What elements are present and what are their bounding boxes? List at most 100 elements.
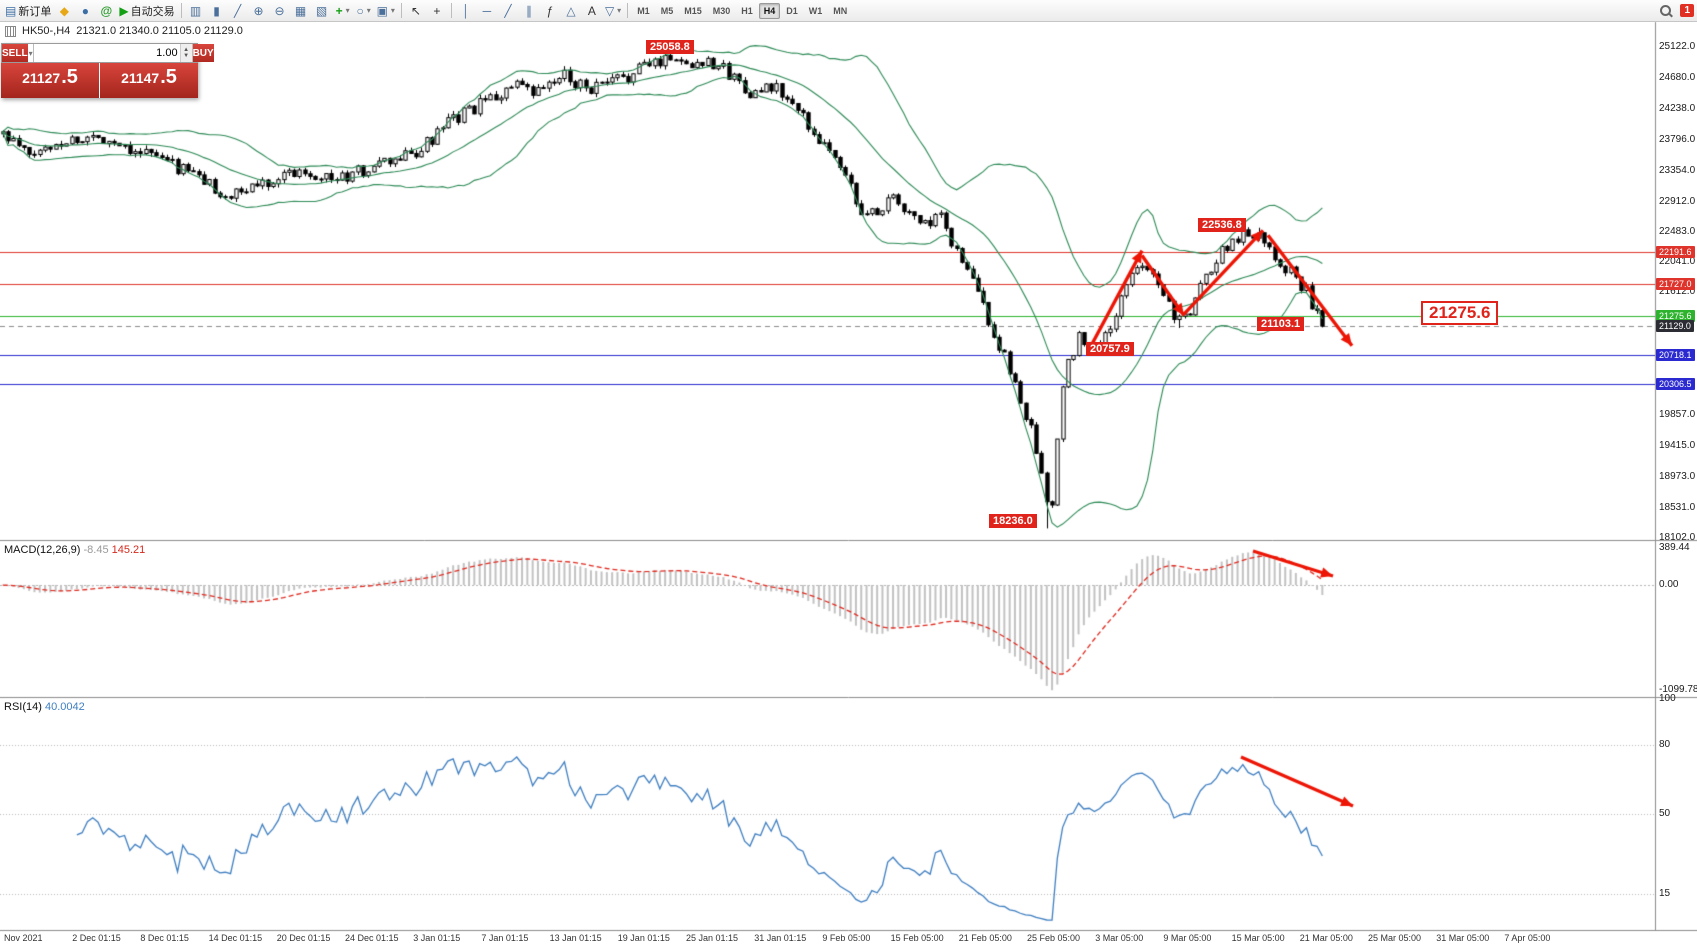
rsi-name: RSI(14) [4,701,42,713]
sell-price-main: 21127 [22,70,61,86]
sell-button[interactable]: SELL [2,44,28,62]
bar-chart-icon: ▥ [189,3,202,18]
data-window-icon: ▧ [315,3,328,18]
candlestick-icon: ▮ [213,3,220,18]
clock-icon: ○ [356,3,364,18]
macd-label: MACD(12,26,9) -8.45 145.21 [4,544,145,556]
at-icon: @ [100,3,113,18]
chevron-down-icon: ▾ [28,48,33,58]
templates-button[interactable]: ▣ ▾ [375,2,397,20]
timeframe-m5[interactable]: M5 [660,5,674,16]
buy-price-frac: .5 [160,66,177,88]
spinner-up-icon[interactable]: ▲ [183,47,190,53]
one-click-trading-panel: SELL ▾ ▲▼ BUY 21127 .5 21147 .5 [1,43,214,98]
horizontal-line-button[interactable]: ─ [477,2,497,20]
chart-symbol: HK50-,H4 [22,25,71,37]
chevron-down-icon: ▾ [366,6,371,15]
vertical-line-icon: │ [462,3,470,18]
trendline-button[interactable]: ╱ [498,2,518,20]
data-window-button[interactable]: ▧ [312,2,332,20]
sell-price[interactable]: 21127 .5 [1,63,99,98]
cursor-button[interactable]: ↖ [406,2,426,20]
toolbar-separator [180,3,182,18]
timeframe-w1[interactable]: W1 [808,5,823,16]
search-icon [1659,5,1671,16]
trade-prices-row: 21127 .5 21147 .5 [1,63,198,98]
timeframe-m15[interactable]: M15 [684,5,702,16]
timeframe-h1[interactable]: H1 [741,5,753,16]
toolbar-separator [450,3,452,18]
candlestick-chart-button[interactable]: ▮ [207,2,227,20]
indicators-button[interactable]: + ▾ [333,2,353,20]
shapes-icon: △ [566,3,576,18]
bar-chart-button[interactable]: ▥ [186,2,206,20]
chevron-down-icon: ▾ [390,6,395,15]
timeframe-mn[interactable]: MN [833,5,848,16]
macd-value-main: -8.45 [83,544,109,556]
sell-price-frac: .5 [61,66,78,88]
zoom-out-icon: ⊖ [274,3,285,18]
fibonacci-button[interactable]: ƒ [540,2,560,20]
chevron-down-icon: ▾ [617,6,622,15]
spinner-down-icon[interactable]: ▼ [183,53,190,59]
timeframe-d1[interactable]: D1 [786,5,798,16]
trendline-icon: ╱ [504,3,512,18]
toolbar-separator [400,3,402,18]
volume-input[interactable] [33,44,180,62]
toolbar: ▤ 新订单 ◆ ● @ ▶ 自动交易 ▥ ▮ ╱ ⊕ ⊖ ▦ ▧ + ▾ ○ ▾ ▣… [0,0,1697,22]
volume-spinner[interactable]: ▲ ▼ [179,44,192,62]
shapes-button[interactable]: △ [561,2,581,20]
channel-button[interactable]: ∥ [519,2,539,20]
community-button[interactable]: @ [96,2,116,20]
autotrading-label: 自动交易 [130,5,175,18]
buy-button[interactable]: BUY [192,44,214,62]
template-icon: ▣ [376,3,388,18]
market-button[interactable]: ● [75,2,95,20]
order-type-dropdown[interactable]: ▾ [27,44,34,62]
tile-windows-button[interactable]: ▦ [291,2,311,20]
horizontal-line-icon: ─ [482,3,492,18]
buy-price[interactable]: 21147 .5 [100,63,198,98]
timeframe-m30[interactable]: M30 [712,5,731,16]
timeframe-h4[interactable]: H4 [758,2,781,19]
new-order-label: 新订单 [18,5,52,18]
zoom-out-button[interactable]: ⊖ [270,2,290,20]
zoom-in-icon: ⊕ [253,3,264,18]
text-button[interactable]: A [582,2,602,20]
plus-icon: + [335,3,343,18]
fibonacci-icon: ƒ [546,3,554,18]
channel-icon: ∥ [525,3,532,18]
search-button[interactable] [1655,2,1675,20]
tile-windows-icon: ▦ [294,3,307,18]
volume-field: ▲▼ [33,44,193,62]
rsi-label: RSI(14) 40.0042 [4,701,85,713]
cursor-icon: ↖ [410,3,421,18]
buy-price-main: 21147 [121,70,160,86]
chevron-down-icon: ▾ [345,6,350,15]
crosshair-button[interactable]: + [427,2,447,20]
chart-ohlc: 21321.0 21340.0 21105.0 21129.0 [76,25,243,37]
play-icon: ▶ [119,3,129,18]
trade-controls-row: SELL ▾ ▲▼ BUY [1,43,214,63]
arrow-tool-icon: ▽ [604,3,615,18]
vertical-line-button[interactable]: │ [456,2,476,20]
arrows-tool-button[interactable]: ▽ ▾ [603,2,623,20]
zoom-in-button[interactable]: ⊕ [249,2,269,20]
new-order-button[interactable]: ▤ 新订单 [3,2,53,20]
autotrading-button[interactable]: ▶ 自动交易 [117,2,176,20]
toolbar-separator [627,3,629,18]
person-icon: ● [81,3,89,18]
metaeditor-button[interactable]: ◆ [54,2,74,20]
line-chart-icon: ╱ [233,3,242,18]
crosshair-icon: + [433,3,441,18]
new-chart-icon: ▤ [5,3,17,18]
timeframe-toolbar: M1 M5 M15 M30 H1 H4 D1 W1 MN [632,2,852,19]
diamond-icon: ◆ [59,3,69,18]
notification-badge[interactable]: 1 [1680,4,1694,17]
chart-icon [5,25,16,37]
timeframe-m1[interactable]: M1 [637,5,650,16]
periods-button[interactable]: ○ ▾ [354,2,374,20]
line-chart-button[interactable]: ╱ [228,2,248,20]
macd-value-signal: 145.21 [111,544,146,556]
